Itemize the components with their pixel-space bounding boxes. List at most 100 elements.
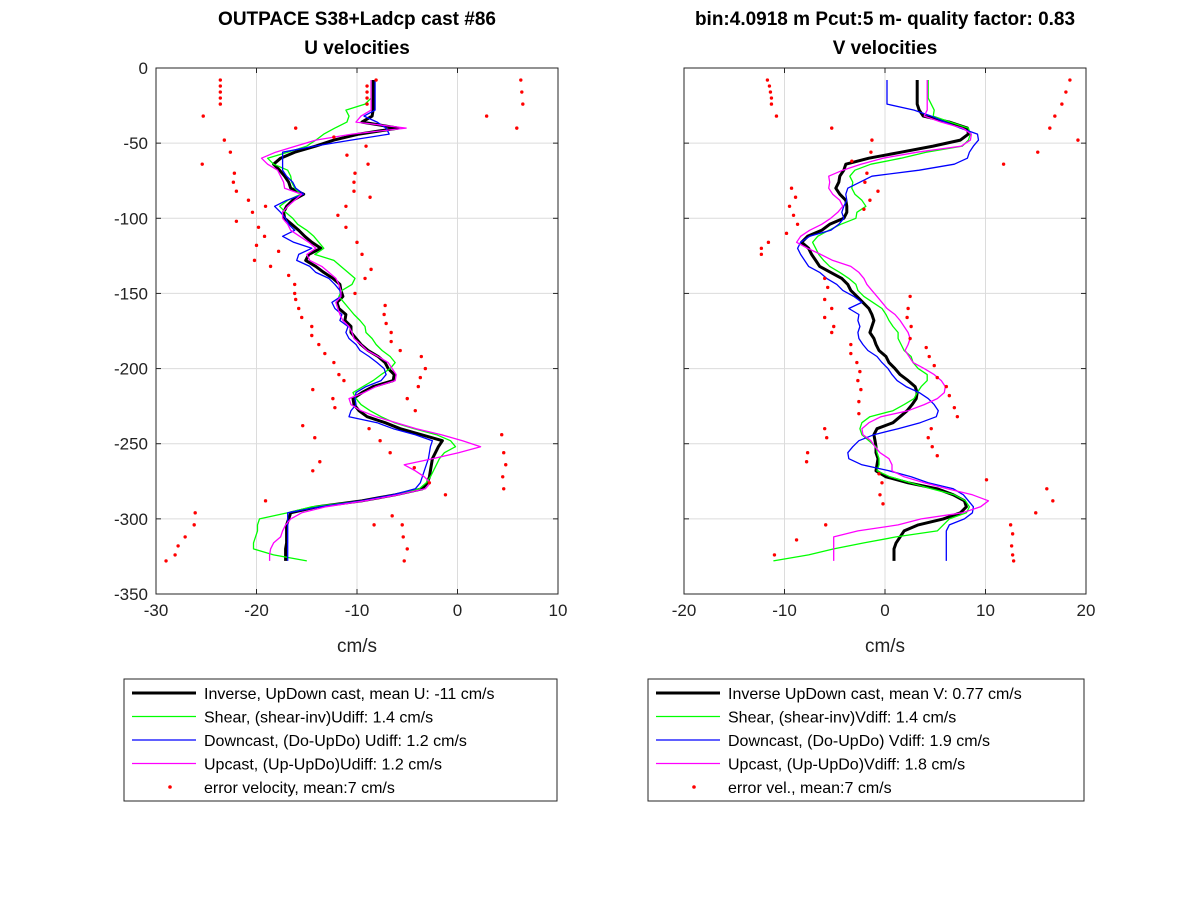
u-error-point xyxy=(355,240,359,245)
v-error-point xyxy=(1001,162,1006,166)
u-series-line-2 xyxy=(273,80,434,561)
u-error-point xyxy=(317,342,321,347)
u-legend-label: Shear, (shear-inv)Udiff: 1.4 cm/s xyxy=(204,710,433,727)
v-error-point xyxy=(823,276,827,281)
v-error-point xyxy=(766,240,771,245)
v-error-point xyxy=(857,399,861,404)
u-error-point xyxy=(519,78,523,82)
v-error-point xyxy=(909,324,913,329)
u-error-point xyxy=(353,291,357,296)
u-error-point xyxy=(228,150,233,154)
u-error-point xyxy=(365,84,369,88)
v-error-point xyxy=(1051,499,1055,503)
u-error-point xyxy=(164,559,168,563)
v-error-point xyxy=(823,315,827,320)
v-error-point xyxy=(830,330,834,335)
u-ytick-label: 0 xyxy=(139,59,148,78)
u-error-point xyxy=(502,487,506,491)
v-error-point xyxy=(1011,559,1016,563)
u-error-point xyxy=(337,372,341,377)
v-error-point xyxy=(1076,138,1080,142)
u-error-point xyxy=(344,204,348,208)
u-error-point xyxy=(427,481,432,485)
left-title-line1: OUTPACE S38+Ladcp cast #86 xyxy=(218,9,496,30)
v-legend-label: error vel., mean:7 cm/s xyxy=(728,780,892,797)
u-error-point xyxy=(352,189,356,193)
v-error-point xyxy=(1060,102,1064,106)
u-error-point xyxy=(292,282,297,287)
u-error-point xyxy=(413,408,417,413)
v-legend-label: Shear, (shear-inv)Vdiff: 1.4 cm/s xyxy=(728,710,956,727)
v-error-point xyxy=(826,285,830,290)
u-error-point xyxy=(484,114,489,118)
v-error-point xyxy=(849,351,853,356)
left-title-line2: U velocities xyxy=(304,38,410,59)
v-error-point xyxy=(905,315,909,320)
v-error-point xyxy=(805,451,810,455)
u-error-point xyxy=(368,195,372,199)
v-error-point xyxy=(906,306,910,311)
u-error-point xyxy=(342,378,346,383)
u-error-point xyxy=(311,387,315,392)
v-error-point xyxy=(862,207,866,211)
v-error-point xyxy=(1010,532,1015,536)
u-error-point xyxy=(520,90,524,94)
v-legend-label: Inverse UpDown cast, mean V: 0.77 cm/s xyxy=(728,686,1022,703)
u-error-point xyxy=(521,102,525,106)
v-error-point xyxy=(858,369,862,374)
u-error-point xyxy=(443,493,448,497)
u-legend-box xyxy=(123,678,558,802)
v-error-point xyxy=(878,493,882,497)
u-error-point xyxy=(286,273,291,278)
v-error-point xyxy=(789,186,794,190)
u-error-point xyxy=(500,432,504,437)
u-xtick-label: -10 xyxy=(345,601,370,620)
v-xtick-label: -10 xyxy=(772,601,797,620)
u-error-point xyxy=(398,348,402,353)
v-error-point xyxy=(926,436,930,440)
u-error-point xyxy=(331,396,335,401)
u-error-point xyxy=(173,553,177,557)
v-error-point xyxy=(769,102,774,106)
u-error-point xyxy=(412,466,416,470)
v-xtick-label: -20 xyxy=(672,601,697,620)
u-legend-marker xyxy=(168,785,172,789)
v-error-point xyxy=(774,114,779,118)
v-xtick-label: 0 xyxy=(880,601,889,620)
v-error-point xyxy=(1010,553,1015,557)
v-error-point xyxy=(877,472,881,476)
u-error-point xyxy=(300,315,304,320)
u-error-point xyxy=(263,204,268,208)
u-error-point xyxy=(352,180,356,184)
u-error-point xyxy=(232,171,237,175)
v-error-point xyxy=(935,375,939,380)
u-legend-label: Upcast, (Up-UpDo)Udiff: 1.2 cm/s xyxy=(204,757,442,774)
u-error-point xyxy=(383,303,387,308)
v-error-point xyxy=(855,360,859,365)
u-error-point xyxy=(366,162,370,166)
v-error-point xyxy=(1045,487,1049,491)
v-legend-box xyxy=(647,678,1085,802)
v-error-point xyxy=(850,159,854,163)
u-error-point xyxy=(301,423,305,428)
u-error-point xyxy=(374,78,378,82)
u-error-point xyxy=(218,78,223,82)
v-error-point xyxy=(759,246,764,251)
u-error-point xyxy=(353,171,357,175)
u-error-point xyxy=(268,264,273,269)
v-error-point xyxy=(908,294,912,299)
u-ytick-label: -50 xyxy=(123,134,148,153)
u-error-point xyxy=(246,198,251,202)
u-error-point xyxy=(382,312,386,317)
v-error-point xyxy=(791,213,796,217)
v-error-point xyxy=(765,78,770,82)
u-error-point xyxy=(369,267,373,272)
u-error-point xyxy=(502,451,506,455)
v-xlabel: cm/s xyxy=(865,636,905,657)
v-error-point xyxy=(830,306,834,311)
u-error-point xyxy=(297,306,301,311)
u-error-point xyxy=(504,463,508,467)
u-error-point xyxy=(344,225,348,230)
v-error-point xyxy=(1036,150,1040,154)
